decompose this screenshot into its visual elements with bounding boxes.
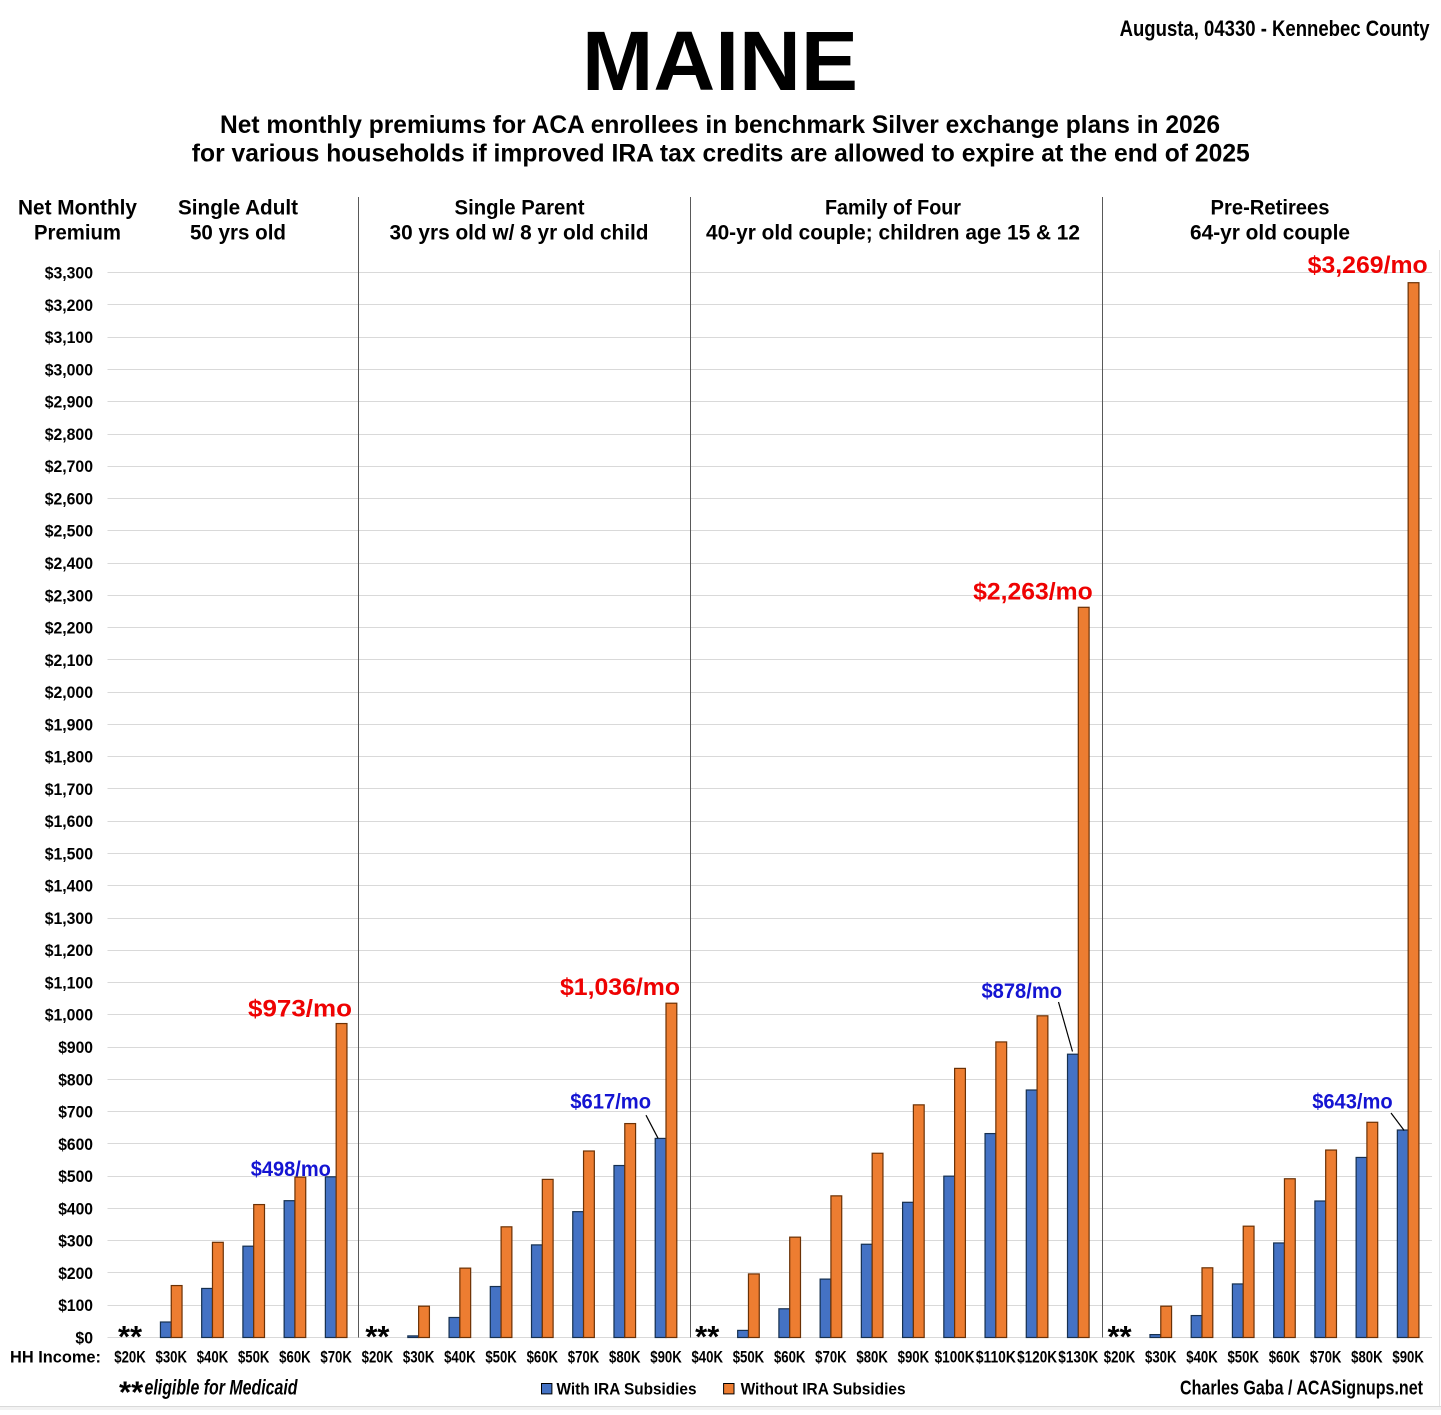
svg-text:$3,300: $3,300 [45, 265, 93, 283]
svg-text:$40K: $40K [197, 1349, 229, 1367]
svg-text:$400: $400 [58, 1200, 93, 1218]
svg-text:$50K: $50K [485, 1349, 517, 1367]
svg-text:Single Parent: Single Parent [455, 197, 585, 220]
svg-text:$700: $700 [58, 1104, 93, 1122]
svg-text:$2,263/mo: $2,263/mo [973, 579, 1093, 606]
svg-text:$20K: $20K [114, 1349, 146, 1367]
svg-text:$2,700: $2,700 [45, 458, 93, 476]
svg-text:$40K: $40K [444, 1349, 476, 1367]
svg-text:MAINE: MAINE [582, 14, 858, 108]
svg-text:$70K: $70K [1310, 1349, 1342, 1367]
svg-text:$2,500: $2,500 [45, 523, 93, 541]
svg-text:Premium: Premium [34, 222, 121, 245]
svg-text:$60K: $60K [1269, 1349, 1301, 1367]
svg-text:$30K: $30K [403, 1349, 435, 1367]
svg-text:$20K: $20K [362, 1349, 394, 1367]
svg-text:$1,600: $1,600 [45, 813, 93, 831]
svg-text:$90K: $90K [650, 1349, 682, 1367]
svg-text:**: ** [118, 1319, 143, 1354]
svg-text:$1,100: $1,100 [45, 974, 93, 992]
svg-text:$1,400: $1,400 [45, 878, 93, 896]
svg-text:$90K: $90K [898, 1349, 930, 1367]
svg-text:$2,000: $2,000 [45, 684, 93, 702]
svg-text:$3,100: $3,100 [45, 329, 93, 347]
svg-text:$973/mo: $973/mo [248, 995, 352, 1022]
svg-text:40-yr old couple; children age: 40-yr old couple; children age 15 & 12 [706, 222, 1080, 245]
svg-text:$60K: $60K [527, 1349, 559, 1367]
svg-text:$120K: $120K [1017, 1349, 1057, 1367]
svg-text:$3,000: $3,000 [45, 361, 93, 379]
svg-text:Net Monthly: Net Monthly [18, 197, 137, 220]
svg-text:$50K: $50K [1227, 1349, 1259, 1367]
svg-text:$110K: $110K [976, 1349, 1016, 1367]
svg-text:$90K: $90K [1392, 1349, 1424, 1367]
svg-text:$1,300: $1,300 [45, 910, 93, 928]
svg-text:Pre-Retirees: Pre-Retirees [1211, 197, 1330, 220]
svg-text:Net monthly premiums for ACA e: Net monthly premiums for ACA enrollees i… [220, 111, 1220, 139]
svg-text:eligible for Medicaid: eligible for Medicaid [145, 1377, 299, 1400]
svg-text:$200: $200 [58, 1265, 93, 1283]
svg-text:$2,900: $2,900 [45, 394, 93, 412]
svg-text:for various households if impr: for various households if improved IRA t… [192, 140, 1250, 168]
svg-text:$1,800: $1,800 [45, 749, 93, 767]
svg-text:Family of Four: Family of Four [825, 197, 961, 220]
svg-text:With IRA Subsidies: With IRA Subsidies [557, 1381, 697, 1399]
svg-text:$900: $900 [58, 1039, 93, 1057]
svg-text:$1,000: $1,000 [45, 1007, 93, 1025]
svg-text:$2,800: $2,800 [45, 426, 93, 444]
svg-text:$50K: $50K [733, 1349, 765, 1367]
svg-text:$498/mo: $498/mo [251, 1158, 331, 1181]
svg-text:$800: $800 [58, 1071, 93, 1089]
svg-text:$617/mo: $617/mo [570, 1091, 651, 1114]
svg-text:$2,100: $2,100 [45, 652, 93, 670]
svg-text:$1,500: $1,500 [45, 845, 93, 863]
svg-text:**: ** [1107, 1319, 1132, 1354]
svg-text:$50K: $50K [238, 1349, 270, 1367]
svg-text:$2,600: $2,600 [45, 490, 93, 508]
svg-text:$80K: $80K [1351, 1349, 1383, 1367]
svg-text:**: ** [695, 1319, 720, 1354]
svg-text:$30K: $30K [1145, 1349, 1177, 1367]
svg-text:$80K: $80K [609, 1349, 641, 1367]
svg-text:$878/mo: $878/mo [982, 980, 1063, 1003]
svg-text:$20K: $20K [1104, 1349, 1136, 1367]
svg-text:$2,200: $2,200 [45, 620, 93, 638]
svg-text:64-yr old couple: 64-yr old couple [1190, 222, 1350, 245]
svg-text:$300: $300 [58, 1233, 93, 1251]
svg-text:$130K: $130K [1058, 1349, 1098, 1367]
svg-text:$40K: $40K [1186, 1349, 1218, 1367]
svg-text:30 yrs old w/ 8 yr old child: 30 yrs old w/ 8 yr old child [390, 222, 649, 245]
svg-text:$3,269/mo: $3,269/mo [1308, 252, 1428, 279]
svg-text:$1,900: $1,900 [45, 716, 93, 734]
svg-text:$643/mo: $643/mo [1312, 1090, 1393, 1113]
svg-text:Charles Gaba / ACASignups.net: Charles Gaba / ACASignups.net [1180, 1377, 1423, 1400]
svg-text:$1,036/mo: $1,036/mo [560, 974, 680, 1001]
svg-text:$70K: $70K [568, 1349, 600, 1367]
svg-text:$40K: $40K [691, 1349, 723, 1367]
svg-text:$80K: $80K [856, 1349, 888, 1367]
svg-text:Single Adult: Single Adult [178, 197, 298, 220]
svg-text:$3,200: $3,200 [45, 297, 93, 315]
svg-text:$60K: $60K [279, 1349, 311, 1367]
svg-text:$100: $100 [58, 1297, 93, 1315]
svg-text:HH Income:: HH Income: [10, 1348, 101, 1367]
svg-text:Without IRA Subsidies: Without IRA Subsidies [741, 1381, 906, 1399]
svg-text:$30K: $30K [155, 1349, 187, 1367]
svg-text:$600: $600 [58, 1136, 93, 1154]
svg-text:$2,400: $2,400 [45, 555, 93, 573]
svg-text:$0: $0 [75, 1329, 93, 1347]
svg-text:$70K: $70K [320, 1349, 352, 1367]
svg-text:$60K: $60K [774, 1349, 806, 1367]
svg-text:**: ** [119, 1374, 144, 1409]
svg-text:$1,700: $1,700 [45, 781, 93, 799]
svg-text:$100K: $100K [935, 1349, 975, 1367]
svg-text:50 yrs old: 50 yrs old [190, 222, 286, 245]
svg-text:Augusta, 04330 - Kennebec Coun: Augusta, 04330 - Kennebec County [1120, 16, 1431, 41]
svg-text:$500: $500 [58, 1168, 93, 1186]
svg-text:$1,200: $1,200 [45, 942, 93, 960]
svg-text:$70K: $70K [815, 1349, 847, 1367]
svg-text:$2,300: $2,300 [45, 587, 93, 605]
svg-text:**: ** [365, 1319, 390, 1354]
